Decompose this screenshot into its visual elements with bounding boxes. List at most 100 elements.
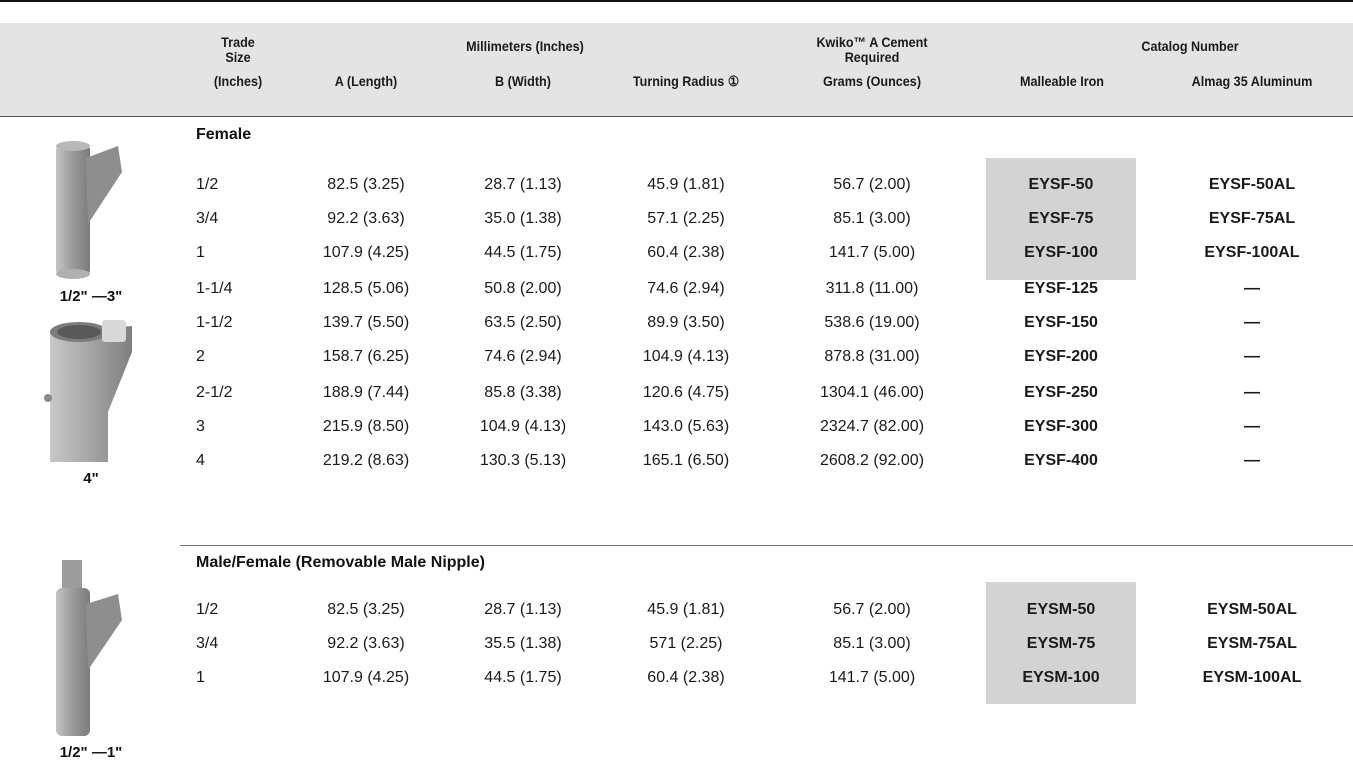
cell-b-width: 28.7 (1.13)	[484, 176, 562, 193]
cell-almag: —	[1244, 348, 1260, 365]
header-kwiko-1: Kwiko™ A Cement	[816, 34, 928, 50]
cell-turning-radius: 104.9 (4.13)	[642, 348, 730, 365]
cell-turning-radius: 45.9 (1.81)	[647, 601, 725, 618]
cell-trade-size: 1	[196, 244, 205, 261]
cell-a-length: 139.7 (5.50)	[322, 314, 410, 331]
cell-almag: —	[1244, 452, 1260, 469]
header-turning-radius: Turning Radius ①	[632, 73, 740, 89]
cell-cement: 538.6 (19.00)	[824, 314, 920, 331]
cell-malleable-iron: EYSF-50	[1028, 176, 1094, 193]
label-large-female: 4"	[83, 470, 99, 487]
cell-b-width: 130.3 (5.13)	[479, 452, 567, 469]
cell-a-length: 107.9 (4.25)	[322, 669, 410, 686]
cell-a-length: 128.5 (5.06)	[322, 280, 410, 297]
cell-cement: 2324.7 (82.00)	[819, 418, 925, 435]
section-divider	[180, 545, 1353, 546]
cell-almag: EYSF-75AL	[1208, 210, 1296, 227]
cell-b-width: 104.9 (4.13)	[479, 418, 567, 435]
cell-malleable-iron: EYSF-75	[1028, 210, 1094, 227]
cell-cement: 2608.2 (92.00)	[819, 452, 925, 469]
label-male-female: 1/2" —1"	[59, 744, 123, 761]
cell-trade-size: 1-1/4	[196, 280, 233, 297]
cell-malleable-iron: EYSM-100	[1022, 669, 1100, 686]
cell-turning-radius: 60.4 (2.38)	[647, 244, 725, 261]
cell-b-width: 35.0 (1.38)	[484, 210, 562, 227]
cell-trade-size: 1	[196, 669, 205, 686]
cell-malleable-iron: EYSF-125	[1024, 280, 1098, 297]
cell-malleable-iron: EYSF-300	[1024, 418, 1098, 435]
cell-malleable-iron: EYSF-250	[1024, 384, 1098, 401]
label-small-female: 1/2" —3"	[59, 288, 123, 305]
cell-trade-size: 1/2	[196, 601, 219, 618]
cell-trade-size: 1-1/2	[196, 314, 233, 331]
top-rule	[0, 0, 1353, 2]
cell-turning-radius: 89.9 (3.50)	[647, 314, 725, 331]
cell-b-width: 28.7 (1.13)	[484, 601, 562, 618]
header-trade-size-1: Trade	[221, 34, 255, 50]
header-kwiko-3: Grams (Ounces)	[822, 73, 922, 89]
table-header: Trade Size (Inches) Millimeters (Inches)…	[0, 23, 1353, 117]
header-catalog-group: Catalog Number	[1141, 38, 1239, 54]
cell-cement: 85.1 (3.00)	[833, 210, 911, 227]
header-trade-size-3: (Inches)	[213, 73, 263, 89]
cell-almag: EYSM-50AL	[1207, 601, 1297, 618]
highlight-female-small	[986, 158, 1136, 280]
cell-cement: 311.8 (11.00)	[825, 280, 919, 297]
cell-turning-radius: 571 (2.25)	[649, 635, 723, 652]
header-malleable-iron: Malleable Iron	[1019, 73, 1105, 89]
cell-turning-radius: 143.0 (5.63)	[642, 418, 730, 435]
header-b-width: B (Width)	[495, 73, 551, 89]
cell-malleable-iron: EYSM-75	[1026, 635, 1096, 652]
section-male-female: Male/Female (Removable Male Nipple)	[196, 554, 485, 571]
cell-trade-size: 4	[196, 452, 205, 469]
cell-cement: 878.8 (31.00)	[824, 348, 920, 365]
cell-turning-radius: 74.6 (2.94)	[647, 280, 725, 297]
cell-trade-size: 2	[196, 348, 205, 365]
cell-almag: EYSM-75AL	[1207, 635, 1297, 652]
cell-turning-radius: 120.6 (4.75)	[642, 384, 730, 401]
cell-a-length: 82.5 (3.25)	[327, 601, 405, 618]
cell-b-width: 63.5 (2.50)	[484, 314, 562, 331]
cell-b-width: 35.5 (1.38)	[484, 635, 562, 652]
cell-turning-radius: 165.1 (6.50)	[642, 452, 730, 469]
cell-b-width: 74.6 (2.94)	[484, 348, 562, 365]
cell-cement: 141.7 (5.00)	[828, 244, 916, 261]
cell-trade-size: 1/2	[196, 176, 219, 193]
header-mm-group: Millimeters (Inches)	[466, 38, 584, 54]
fitting-large-female-image	[44, 320, 132, 462]
highlight-male-female	[986, 582, 1136, 704]
cell-b-width: 44.5 (1.75)	[484, 244, 562, 261]
cell-b-width: 50.8 (2.00)	[484, 280, 562, 297]
cell-a-length: 92.2 (3.63)	[327, 210, 405, 227]
cell-turning-radius: 57.1 (2.25)	[647, 210, 725, 227]
cell-turning-radius: 45.9 (1.81)	[647, 176, 725, 193]
cell-a-length: 92.2 (3.63)	[327, 635, 405, 652]
section-female: Female	[196, 126, 252, 143]
cell-trade-size: 3/4	[196, 210, 219, 227]
cell-trade-size: 3	[196, 418, 205, 435]
cell-a-length: 107.9 (4.25)	[322, 244, 410, 261]
cell-cement: 141.7 (5.00)	[828, 669, 916, 686]
header-a-length: A (Length)	[334, 73, 398, 89]
cell-almag: EYSF-100AL	[1204, 244, 1300, 261]
cell-malleable-iron: EYSF-100	[1024, 244, 1098, 261]
cell-cement: 56.7 (2.00)	[833, 601, 911, 618]
cell-almag: —	[1244, 314, 1260, 331]
cell-cement: 56.7 (2.00)	[833, 176, 911, 193]
header-almag: Almag 35 Aluminum	[1191, 73, 1313, 89]
cell-b-width: 85.8 (3.38)	[484, 384, 562, 401]
cell-turning-radius: 60.4 (2.38)	[647, 669, 725, 686]
cell-almag: EYSM-100AL	[1202, 669, 1302, 686]
header-kwiko-2: Required	[844, 49, 900, 65]
cell-a-length: 188.9 (7.44)	[322, 384, 410, 401]
cell-almag: —	[1244, 418, 1260, 435]
cell-cement: 85.1 (3.00)	[833, 635, 911, 652]
cell-a-length: 215.9 (8.50)	[322, 418, 410, 435]
header-trade-size-2: Size	[225, 49, 251, 65]
cell-malleable-iron: EYSF-200	[1024, 348, 1098, 365]
cell-b-width: 44.5 (1.75)	[484, 669, 562, 686]
cell-almag: —	[1244, 280, 1260, 297]
fitting-small-female-image	[56, 141, 122, 279]
cell-trade-size: 2-1/2	[196, 384, 233, 401]
cell-a-length: 82.5 (3.25)	[327, 176, 405, 193]
